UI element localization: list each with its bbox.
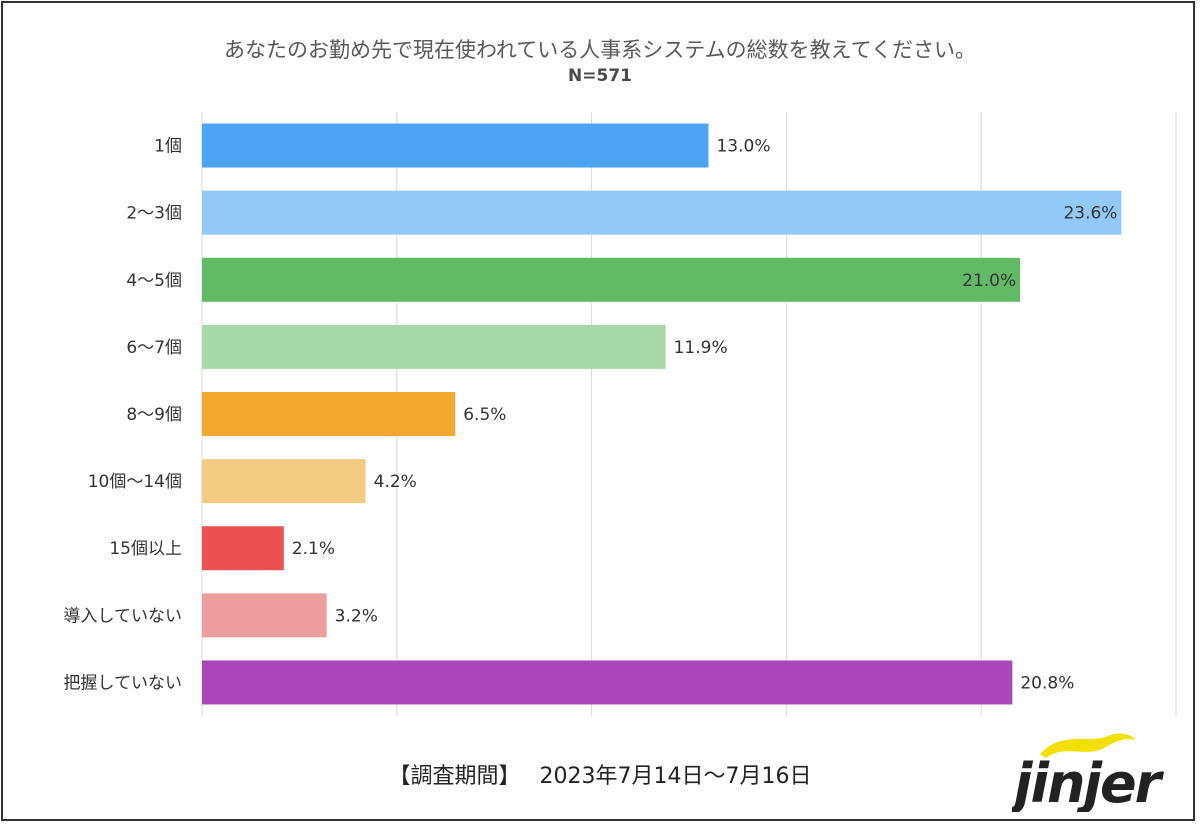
bar (202, 257, 1021, 302)
bar (202, 660, 1013, 705)
data-label: 3.2% (335, 606, 378, 626)
data-label: 13.0% (716, 137, 770, 157)
bar (202, 526, 284, 571)
category-label: 導入していない (64, 606, 183, 626)
bars (202, 123, 1122, 705)
category-label: 10個～14個 (88, 472, 182, 492)
data-label: 11.9% (674, 338, 728, 358)
bar (202, 459, 366, 504)
chart-title: あなたのお勤め先で現在使われている人事系システムの総数を教えてください。 (223, 38, 976, 62)
bar (202, 190, 1122, 235)
chart-subtitle: N=571 (568, 66, 632, 86)
category-label: 把握していない (64, 673, 183, 693)
data-label: 6.5% (463, 405, 506, 425)
bar (202, 123, 709, 168)
category-label: 4～5個 (126, 271, 182, 291)
data-label: 4.2% (374, 472, 417, 492)
category-label: 2～3個 (126, 204, 182, 224)
value-labels: 13.0% 23.6% 21.0% 11.9% 6.5% 4.2% 2.1% 3.2% 20.8… (292, 137, 1118, 694)
logo-wordmark: jinjer (1012, 752, 1165, 812)
bar (202, 593, 327, 638)
bar (202, 324, 666, 369)
survey-period: 【調査期間】 2023年7月14日～7月16日 (0, 758, 1200, 790)
category-label: 15個以上 (109, 539, 182, 559)
survey-period-dates: 2023年7月14日～7月16日 (539, 764, 812, 789)
survey-period-label: 【調査期間】 (388, 764, 521, 789)
jinjer-logo: jinjer (1012, 733, 1167, 812)
data-label: 20.8% (1020, 673, 1074, 693)
data-label: 23.6% (1063, 204, 1117, 224)
category-labels: 1個 2～3個 4～5個 6～7個 8～9個 10個～14個 15個以上導入していない把握し… (64, 137, 183, 694)
data-label: 2.1% (292, 539, 335, 559)
bar (202, 392, 456, 436)
data-label: 21.0% (962, 271, 1016, 291)
category-label: 8～9個 (126, 405, 182, 425)
logo-swoosh (1040, 733, 1136, 758)
category-label: 1個 (154, 137, 182, 157)
category-label: 6～7個 (126, 338, 182, 358)
